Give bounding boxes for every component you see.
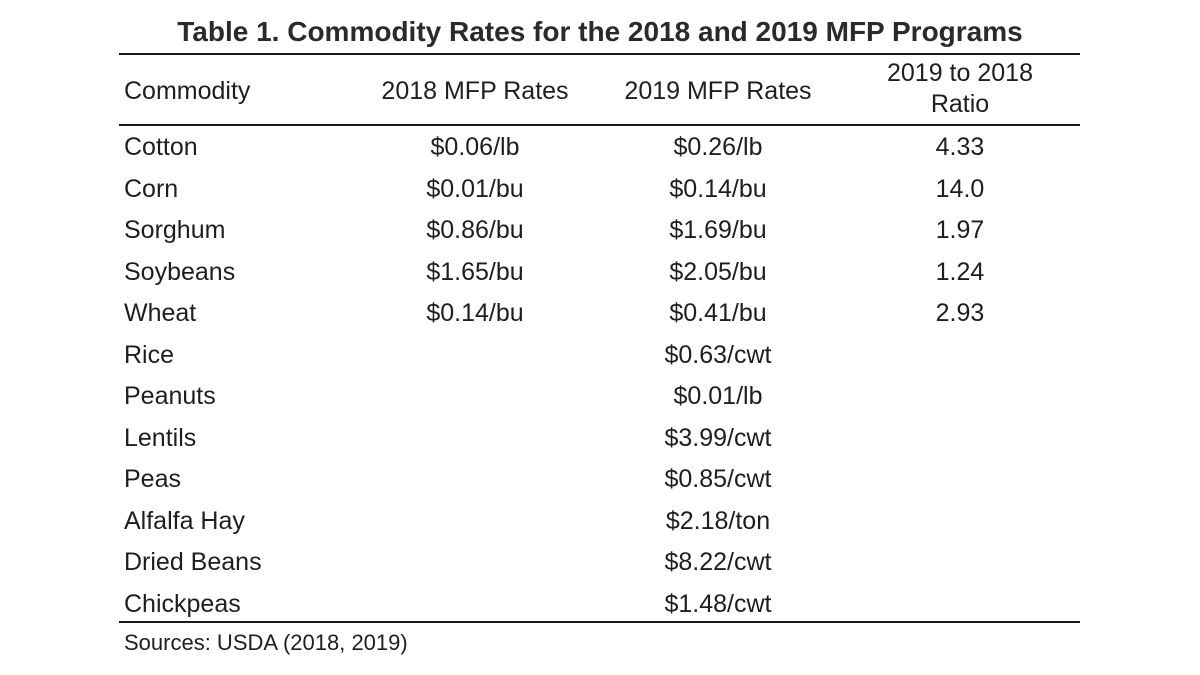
cell-rate-2019: $3.99/cwt [664, 423, 772, 452]
cell-commodity: Corn [124, 174, 179, 203]
cell-commodity: Lentils [124, 423, 197, 452]
table-title: Table 1. Commodity Rates for the 2018 an… [177, 16, 1023, 47]
cell-commodity: Wheat [124, 299, 197, 327]
table-row: Soybeans $1.65/bu $2.05/bu 1.24 [0, 255, 1200, 297]
cell-commodity: Chickpeas [124, 589, 241, 618]
cell-rate-2019: $8.22/cwt [664, 548, 772, 576]
cell-commodity: Dried Beans [124, 548, 262, 576]
header-2018-mfp-rates: 2018 MFP Rates [381, 77, 569, 105]
cell-ratio: 4.33 [935, 133, 985, 161]
cell-rate-2019: $0.14/bu [669, 174, 767, 203]
table-row: Cotton $0.06/lb $0.26/lb 4.33 [0, 130, 1200, 172]
table-row: Peanuts $0.01/lb [0, 379, 1200, 421]
table-body: Cotton $0.06/lb $0.26/lb 4.33 Corn $0.01… [0, 130, 1200, 628]
cell-rate-2019: $0.26/lb [673, 133, 763, 161]
table-row: Rice $0.63/cwt [0, 338, 1200, 380]
header-rule [119, 124, 1080, 126]
cell-rate-2019: $2.05/bu [669, 257, 767, 286]
cell-rate-2018: $0.14/bu [426, 299, 524, 327]
table-row: Alfalfa Hay $2.18/ton [0, 504, 1200, 546]
table-row: Wheat $0.14/bu $0.41/bu 2.93 [0, 296, 1200, 338]
header-ratio: 2019 to 2018 Ratio [830, 58, 1090, 120]
header-ratio-line2: Ratio [930, 90, 990, 118]
cell-ratio: 1.24 [935, 257, 985, 286]
cell-commodity: Alfalfa Hay [124, 506, 245, 535]
cell-rate-2019: $1.69/bu [669, 216, 767, 244]
cell-rate-2019: $2.18/ton [665, 506, 771, 535]
cell-ratio: 2.93 [935, 299, 985, 327]
cell-rate-2019: $0.41/bu [669, 299, 767, 327]
cell-rate-2018: $0.06/lb [430, 133, 520, 161]
cell-ratio: 14.0 [935, 174, 985, 203]
cell-rate-2019: $0.01/lb [673, 382, 763, 410]
table-row: Dried Beans $8.22/cwt [0, 545, 1200, 587]
header-ratio-line1: 2019 to 2018 [887, 59, 1033, 87]
cell-commodity: Cotton [124, 133, 198, 161]
source-note: Sources: USDA (2018, 2019) [124, 630, 408, 655]
cell-commodity: Rice [124, 340, 175, 369]
header-commodity: Commodity [124, 77, 251, 105]
cell-commodity: Soybeans [124, 257, 236, 286]
table-row: Peas $0.85/cwt [0, 462, 1200, 504]
table-row: Chickpeas $1.48/cwt [0, 587, 1200, 629]
cell-commodity: Peanuts [124, 382, 216, 410]
cell-rate-2018: $0.01/bu [426, 174, 524, 203]
table-row: Sorghum $0.86/bu $1.69/bu 1.97 [0, 213, 1200, 255]
bottom-rule [119, 621, 1080, 623]
cell-rate-2019: $0.85/cwt [664, 465, 772, 493]
cell-rate-2018: $1.65/bu [426, 257, 524, 286]
cell-commodity: Sorghum [124, 216, 226, 244]
header-2019-mfp-rates: 2019 MFP Rates [624, 77, 812, 105]
top-rule [119, 53, 1080, 55]
cell-ratio: 1.97 [935, 216, 985, 244]
cell-commodity: Peas [124, 465, 181, 493]
table-row: Lentils $3.99/cwt [0, 421, 1200, 463]
cell-rate-2019: $1.48/cwt [664, 589, 772, 618]
cell-rate-2018: $0.86/bu [426, 216, 524, 244]
cell-rate-2019: $0.63/cwt [664, 340, 772, 369]
table-row: Corn $0.01/bu $0.14/bu 14.0 [0, 172, 1200, 214]
